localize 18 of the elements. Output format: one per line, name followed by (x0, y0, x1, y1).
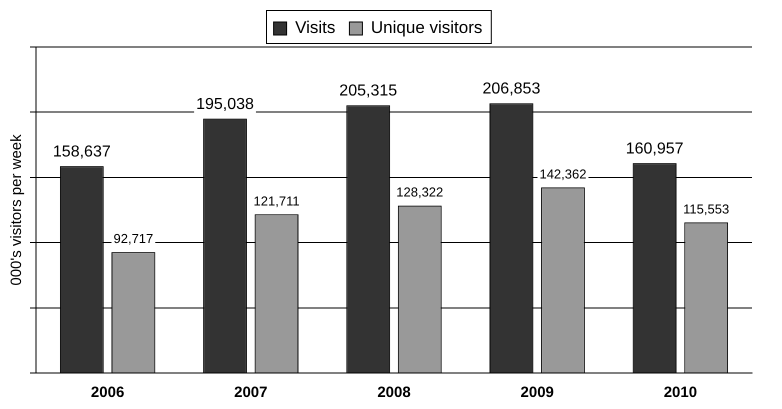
data-label: 92,717 (113, 231, 154, 246)
data-label: 115,553 (683, 201, 730, 216)
data-label: 158,637 (52, 144, 111, 161)
data-label: 205,315 (339, 82, 398, 100)
x-tick-label: 2009 (520, 384, 554, 402)
data-label: 142,362 (539, 166, 586, 182)
data-label: 121,711 (254, 193, 300, 208)
data-label: 160,957 (626, 140, 684, 158)
legend-label: Visits (295, 18, 336, 38)
x-tick-label: 2008 (377, 384, 411, 402)
data-label: 128,322 (396, 184, 444, 200)
x-tick-label: 2007 (234, 384, 268, 402)
y-axis-title: 000's visitors per week (8, 134, 26, 286)
x-tick-label: 2010 (664, 384, 698, 402)
x-tick-label: 2006 (90, 384, 124, 402)
legend-label: Unique visitors (370, 18, 482, 38)
data-label: 195,038 (196, 96, 254, 114)
data-label: 206,853 (482, 80, 540, 98)
